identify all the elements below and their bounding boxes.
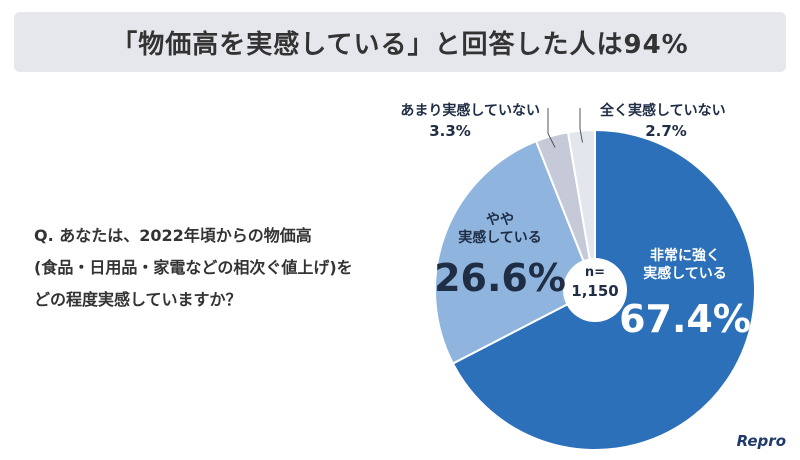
value-label: 26.6% (434, 256, 566, 300)
title-banner (14, 12, 786, 72)
value-label: 67.4% (619, 297, 751, 341)
chart-title: 「物価高を実感している」と回答した人は94% (111, 30, 689, 60)
slice-label: 非常に強く 実感している (643, 248, 727, 282)
leader-line (547, 108, 556, 148)
slice-label: やや 実感している (458, 212, 542, 246)
slice-label: あまり実感していない (400, 103, 540, 119)
value-label: 3.3% (429, 122, 471, 140)
leader-line (579, 108, 583, 143)
question-line: どの程度実感していますか？ (34, 290, 242, 309)
sample-size: 1,150 (571, 282, 619, 300)
sample-label: n= (584, 265, 606, 280)
value-label: 2.7% (645, 122, 687, 140)
center-hole (563, 258, 627, 322)
slice-label: 全く実感していない (600, 103, 726, 119)
pie-slice (566, 128, 596, 291)
question-line: Q. あなたは、2022年頃からの物価高 (34, 226, 312, 245)
logo: Repro (736, 432, 786, 450)
pie-slice (434, 139, 597, 365)
question-line: (食品・日用品・家電などの相次ぐ値上げ)を (34, 258, 353, 277)
